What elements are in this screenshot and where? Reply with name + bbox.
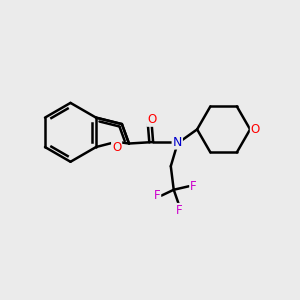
Text: N: N bbox=[172, 136, 182, 148]
Text: O: O bbox=[251, 123, 260, 136]
Text: F: F bbox=[176, 204, 183, 217]
Text: F: F bbox=[154, 189, 160, 202]
Text: O: O bbox=[147, 113, 156, 126]
Text: O: O bbox=[112, 141, 121, 154]
Text: F: F bbox=[190, 180, 197, 193]
